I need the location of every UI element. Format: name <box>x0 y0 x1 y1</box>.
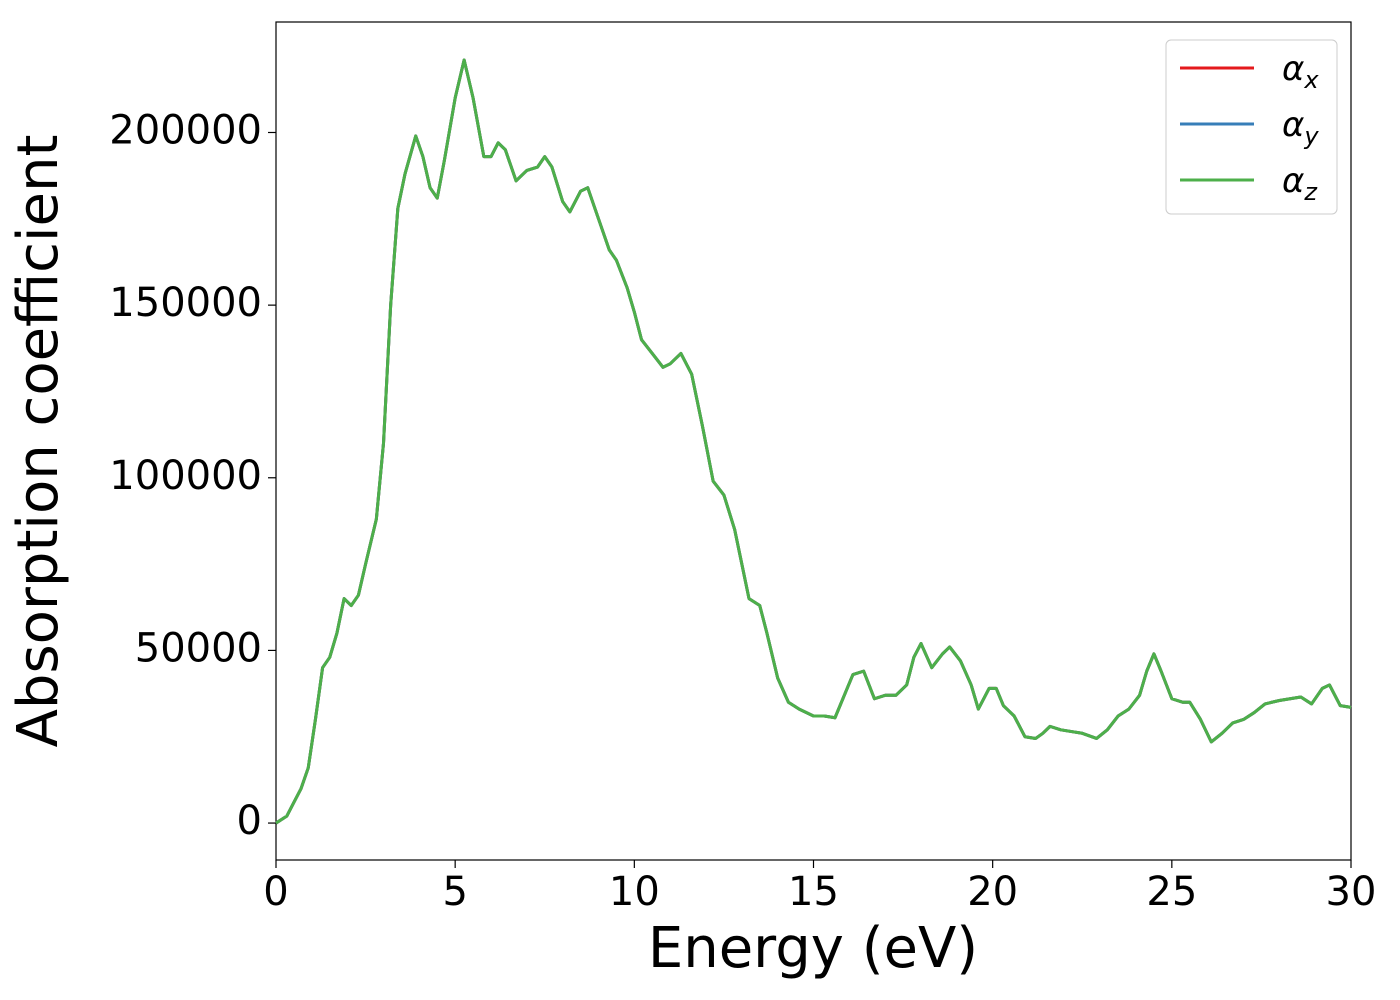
x-tick-label: 20 <box>967 869 1018 915</box>
x-tick-label: 30 <box>1326 869 1377 915</box>
legend-box <box>1165 39 1338 215</box>
legend-label: αz <box>1282 161 1318 206</box>
y-tick-label: 100000 <box>109 453 262 499</box>
y-tick-label: 50000 <box>135 625 262 671</box>
x-axis-label: Energy (eV) <box>648 916 978 981</box>
x-tick-label: 0 <box>263 869 288 915</box>
x-tick-label: 15 <box>788 869 839 915</box>
x-tick-label: 10 <box>609 869 660 915</box>
x-tick-label: 25 <box>1146 869 1197 915</box>
legend-label: αy <box>1282 105 1319 150</box>
x-tick-label: 5 <box>442 869 467 915</box>
y-axis-label: Absorption coefficient <box>6 135 71 748</box>
data-line <box>275 58 1352 825</box>
legend-label: αx <box>1282 49 1319 94</box>
y-tick-label: 0 <box>237 798 262 844</box>
y-tick-label: 150000 <box>109 280 262 326</box>
y-tick-label: 200000 <box>109 107 262 153</box>
